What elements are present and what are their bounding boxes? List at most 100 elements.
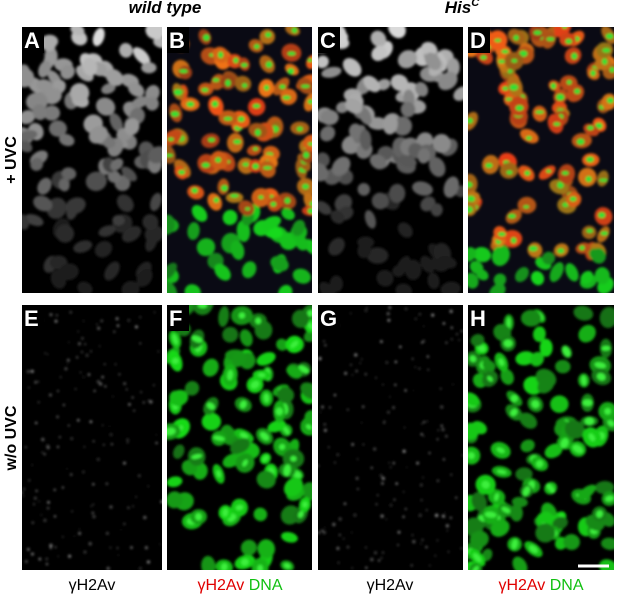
nucleus bbox=[110, 158, 124, 171]
speck bbox=[56, 389, 60, 393]
nucleus bbox=[153, 37, 162, 49]
speck bbox=[106, 566, 110, 570]
chromatin bbox=[468, 117, 473, 124]
speck bbox=[364, 372, 368, 376]
nucleus bbox=[563, 534, 580, 551]
nucleus bbox=[430, 203, 443, 217]
title-text: His bbox=[445, 0, 471, 17]
speck bbox=[67, 554, 72, 558]
speck bbox=[85, 353, 89, 358]
speck bbox=[96, 379, 101, 384]
speck bbox=[37, 401, 40, 404]
speck bbox=[381, 482, 384, 485]
speck bbox=[103, 363, 106, 366]
speck bbox=[56, 445, 60, 449]
nucleus bbox=[148, 146, 162, 164]
image-panel: B bbox=[167, 27, 312, 293]
nucleus bbox=[515, 267, 529, 283]
chromatin bbox=[529, 545, 538, 554]
speck bbox=[441, 427, 445, 432]
chromatin bbox=[522, 486, 531, 497]
speck bbox=[404, 507, 407, 511]
nucleus bbox=[201, 412, 222, 431]
speck bbox=[318, 530, 321, 535]
speck bbox=[442, 458, 446, 461]
speck bbox=[425, 509, 428, 512]
speck bbox=[67, 424, 70, 427]
chromatin bbox=[186, 101, 195, 108]
speck bbox=[380, 514, 384, 518]
nucleus bbox=[256, 352, 276, 366]
image-panel: E bbox=[22, 305, 162, 570]
nucleus bbox=[22, 130, 38, 142]
speck bbox=[395, 482, 398, 485]
nucleus bbox=[530, 351, 544, 367]
speck bbox=[458, 339, 461, 341]
speck bbox=[45, 562, 49, 566]
chromatin bbox=[191, 453, 203, 460]
speck bbox=[75, 356, 79, 359]
speck bbox=[383, 420, 386, 423]
chromatin bbox=[579, 245, 585, 251]
speck bbox=[446, 530, 448, 532]
chromatin bbox=[172, 333, 178, 345]
speck bbox=[355, 369, 358, 373]
chromatin bbox=[569, 196, 577, 202]
speck bbox=[92, 503, 95, 506]
nucleus bbox=[104, 261, 120, 281]
nucleus bbox=[281, 208, 295, 221]
speck bbox=[386, 311, 390, 316]
speck bbox=[117, 554, 120, 556]
speck bbox=[447, 551, 450, 553]
speck bbox=[394, 383, 397, 387]
chromatin bbox=[468, 195, 476, 203]
speck bbox=[449, 516, 452, 519]
chromatin bbox=[178, 169, 186, 175]
nucleus bbox=[202, 358, 219, 377]
nucleus bbox=[234, 75, 252, 92]
speck bbox=[456, 333, 458, 336]
nucleus bbox=[382, 114, 398, 135]
image-panel: H bbox=[468, 305, 614, 570]
speck bbox=[434, 555, 436, 557]
chromatin bbox=[574, 88, 581, 94]
chromatin bbox=[284, 197, 291, 204]
nucleus bbox=[167, 214, 175, 235]
chromatin bbox=[510, 394, 519, 403]
nucleus bbox=[273, 255, 287, 272]
speck bbox=[66, 467, 68, 470]
nucleus bbox=[420, 255, 435, 274]
speck bbox=[439, 405, 444, 409]
speck bbox=[418, 513, 423, 518]
speck bbox=[420, 433, 423, 436]
nucleus bbox=[489, 283, 506, 293]
chromatin bbox=[258, 195, 264, 200]
chromatin bbox=[511, 58, 518, 63]
chromatin bbox=[257, 373, 266, 378]
nucleus bbox=[95, 97, 116, 116]
speck bbox=[422, 325, 425, 328]
speck bbox=[40, 514, 42, 516]
speck bbox=[450, 326, 453, 329]
speck bbox=[38, 500, 40, 503]
chromatin bbox=[601, 58, 608, 65]
panel-letter: H bbox=[470, 306, 486, 331]
nucleus bbox=[564, 420, 585, 439]
stain-label: γH2Av bbox=[498, 577, 545, 594]
speck bbox=[135, 495, 138, 498]
nucleus bbox=[476, 269, 489, 281]
chromatin bbox=[255, 317, 262, 325]
nucleus bbox=[318, 201, 332, 215]
speck bbox=[143, 515, 147, 520]
nucleus bbox=[440, 281, 461, 293]
nucleus bbox=[145, 84, 160, 102]
nucleus bbox=[390, 74, 409, 91]
speck bbox=[122, 461, 127, 465]
nucleus bbox=[396, 256, 411, 273]
speck bbox=[336, 453, 340, 457]
nucleus bbox=[424, 52, 442, 71]
chromatin bbox=[501, 506, 511, 514]
nucleus bbox=[105, 69, 124, 87]
chromatin bbox=[283, 563, 291, 569]
chromatin bbox=[307, 322, 312, 330]
